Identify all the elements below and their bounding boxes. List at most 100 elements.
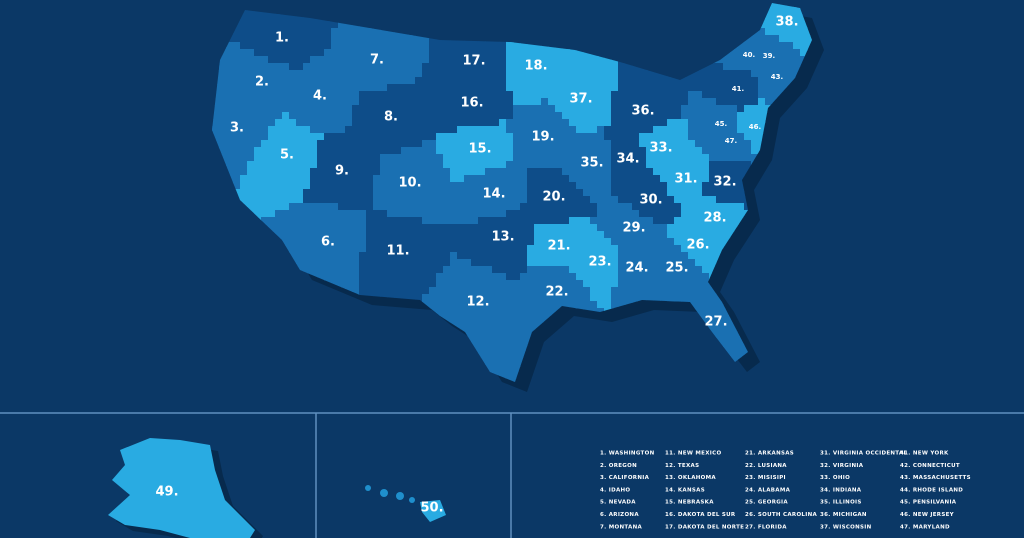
state-area <box>583 245 591 253</box>
state-area <box>471 322 479 330</box>
state-area <box>331 231 339 239</box>
state-area <box>310 133 318 141</box>
state-area <box>352 42 360 50</box>
state-area <box>513 42 521 50</box>
state-area <box>457 308 465 316</box>
state-area <box>282 112 290 120</box>
state-area <box>744 119 752 127</box>
state-area <box>730 84 738 92</box>
state-area <box>611 259 619 267</box>
state-area <box>345 56 353 64</box>
state-area <box>737 336 745 344</box>
state-area <box>646 147 654 155</box>
state-area <box>541 273 549 281</box>
state-area <box>730 105 738 113</box>
state-area <box>513 266 521 274</box>
state-area <box>716 308 724 316</box>
state-area <box>674 196 682 204</box>
state-area <box>723 308 731 316</box>
state-area <box>422 42 430 50</box>
state-area <box>296 259 304 267</box>
state-area <box>667 238 675 246</box>
state-area <box>373 56 381 64</box>
state-area <box>429 238 437 246</box>
state-area <box>576 56 584 64</box>
state-area <box>261 140 269 148</box>
state-area <box>352 266 360 274</box>
state-area <box>562 287 570 295</box>
state-area <box>401 182 409 190</box>
state-area <box>618 133 626 141</box>
state-area <box>443 273 451 281</box>
state-area <box>331 245 339 253</box>
state-area <box>247 189 255 197</box>
state-area <box>338 49 346 57</box>
state-area <box>576 63 584 71</box>
state-area <box>716 238 724 246</box>
state-area <box>520 63 528 71</box>
state-area <box>730 175 738 183</box>
state-area <box>548 266 556 274</box>
state-area <box>303 168 311 176</box>
state-area <box>240 147 248 155</box>
state-area <box>674 189 682 197</box>
state-area <box>716 91 724 99</box>
state-area <box>702 280 710 288</box>
state-area <box>548 196 556 204</box>
state-area <box>765 21 773 29</box>
state-area <box>520 84 528 92</box>
state-area <box>604 203 612 211</box>
state-area <box>513 133 521 141</box>
state-area <box>352 35 360 43</box>
state-area <box>709 259 717 267</box>
state-area <box>373 70 381 78</box>
state-area <box>723 154 731 162</box>
state-area <box>674 112 682 120</box>
state-area <box>345 147 353 155</box>
state-area <box>506 266 514 274</box>
state-area <box>373 224 381 232</box>
state-area <box>387 224 395 232</box>
state-area <box>219 140 227 148</box>
state-area <box>499 308 507 316</box>
state-area <box>380 105 388 113</box>
state-area <box>499 273 507 281</box>
state-area <box>758 126 766 134</box>
state-area <box>429 147 437 155</box>
state-area <box>275 154 283 162</box>
state-area <box>240 63 248 71</box>
state-area <box>275 112 283 120</box>
state-area <box>737 210 745 218</box>
state-area <box>317 189 325 197</box>
state-area <box>303 49 311 57</box>
state-area <box>338 203 346 211</box>
state-area <box>534 154 542 162</box>
state-area <box>548 287 556 295</box>
state-area <box>289 217 297 225</box>
state-area <box>492 231 500 239</box>
state-area <box>527 301 535 309</box>
state-area <box>569 224 577 232</box>
state-area <box>359 224 367 232</box>
state-area <box>744 112 752 120</box>
state-area <box>744 140 752 148</box>
state-area <box>415 196 423 204</box>
state-area <box>653 252 661 260</box>
state-area <box>450 154 458 162</box>
state-area <box>485 119 493 127</box>
state-area <box>359 231 367 239</box>
state-area <box>772 28 780 36</box>
state-area <box>772 84 780 92</box>
state-area <box>380 161 388 169</box>
state-area <box>492 301 500 309</box>
state-area <box>219 63 227 71</box>
state-area <box>702 287 710 295</box>
state-area <box>506 336 514 344</box>
state-area <box>674 217 682 225</box>
state-area <box>716 126 724 134</box>
state-area <box>793 70 801 78</box>
state-area <box>702 273 710 281</box>
state-area <box>471 217 479 225</box>
state-area <box>786 14 794 22</box>
state-area <box>618 196 626 204</box>
